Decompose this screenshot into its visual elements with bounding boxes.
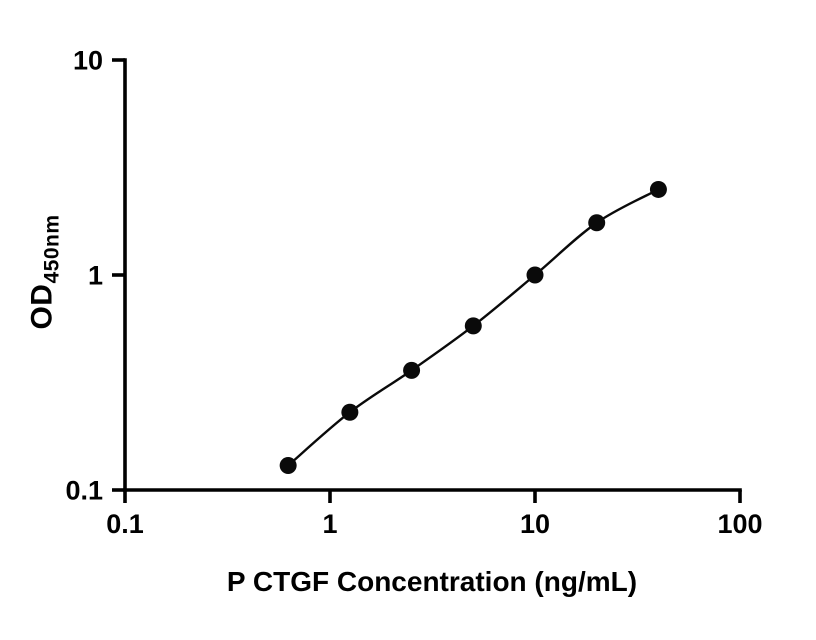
x-axis-title: P CTGF Concentration (ng/mL) [226, 566, 638, 597]
data-point-marker [279, 457, 297, 475]
data-point-marker [403, 361, 421, 379]
x-tick-label: 100 [717, 509, 762, 539]
data-point-marker [649, 180, 667, 198]
data-point-marker [588, 214, 606, 232]
tick-labels: 0.1 1 10 0.1 1 10 100 [65, 46, 762, 540]
data-point-marker [526, 266, 544, 284]
data-point-marker [464, 317, 482, 335]
y-tick-label: 10 [73, 46, 103, 76]
x-tick-label: 1 [322, 509, 337, 539]
y-axis-title-main: OD [25, 283, 59, 330]
axes [123, 58, 742, 492]
data-point-marker [341, 403, 359, 421]
y-axis-title: OD450nm [26, 214, 65, 329]
data-points [279, 180, 667, 475]
y-tick-label: 0.1 [65, 476, 103, 506]
x-tick-label: 0.1 [106, 509, 144, 539]
ticks [112, 58, 742, 503]
y-axis-title-sub: 450nm [40, 214, 64, 284]
y-tick-label: 1 [88, 261, 103, 291]
x-tick-label: 10 [520, 509, 550, 539]
